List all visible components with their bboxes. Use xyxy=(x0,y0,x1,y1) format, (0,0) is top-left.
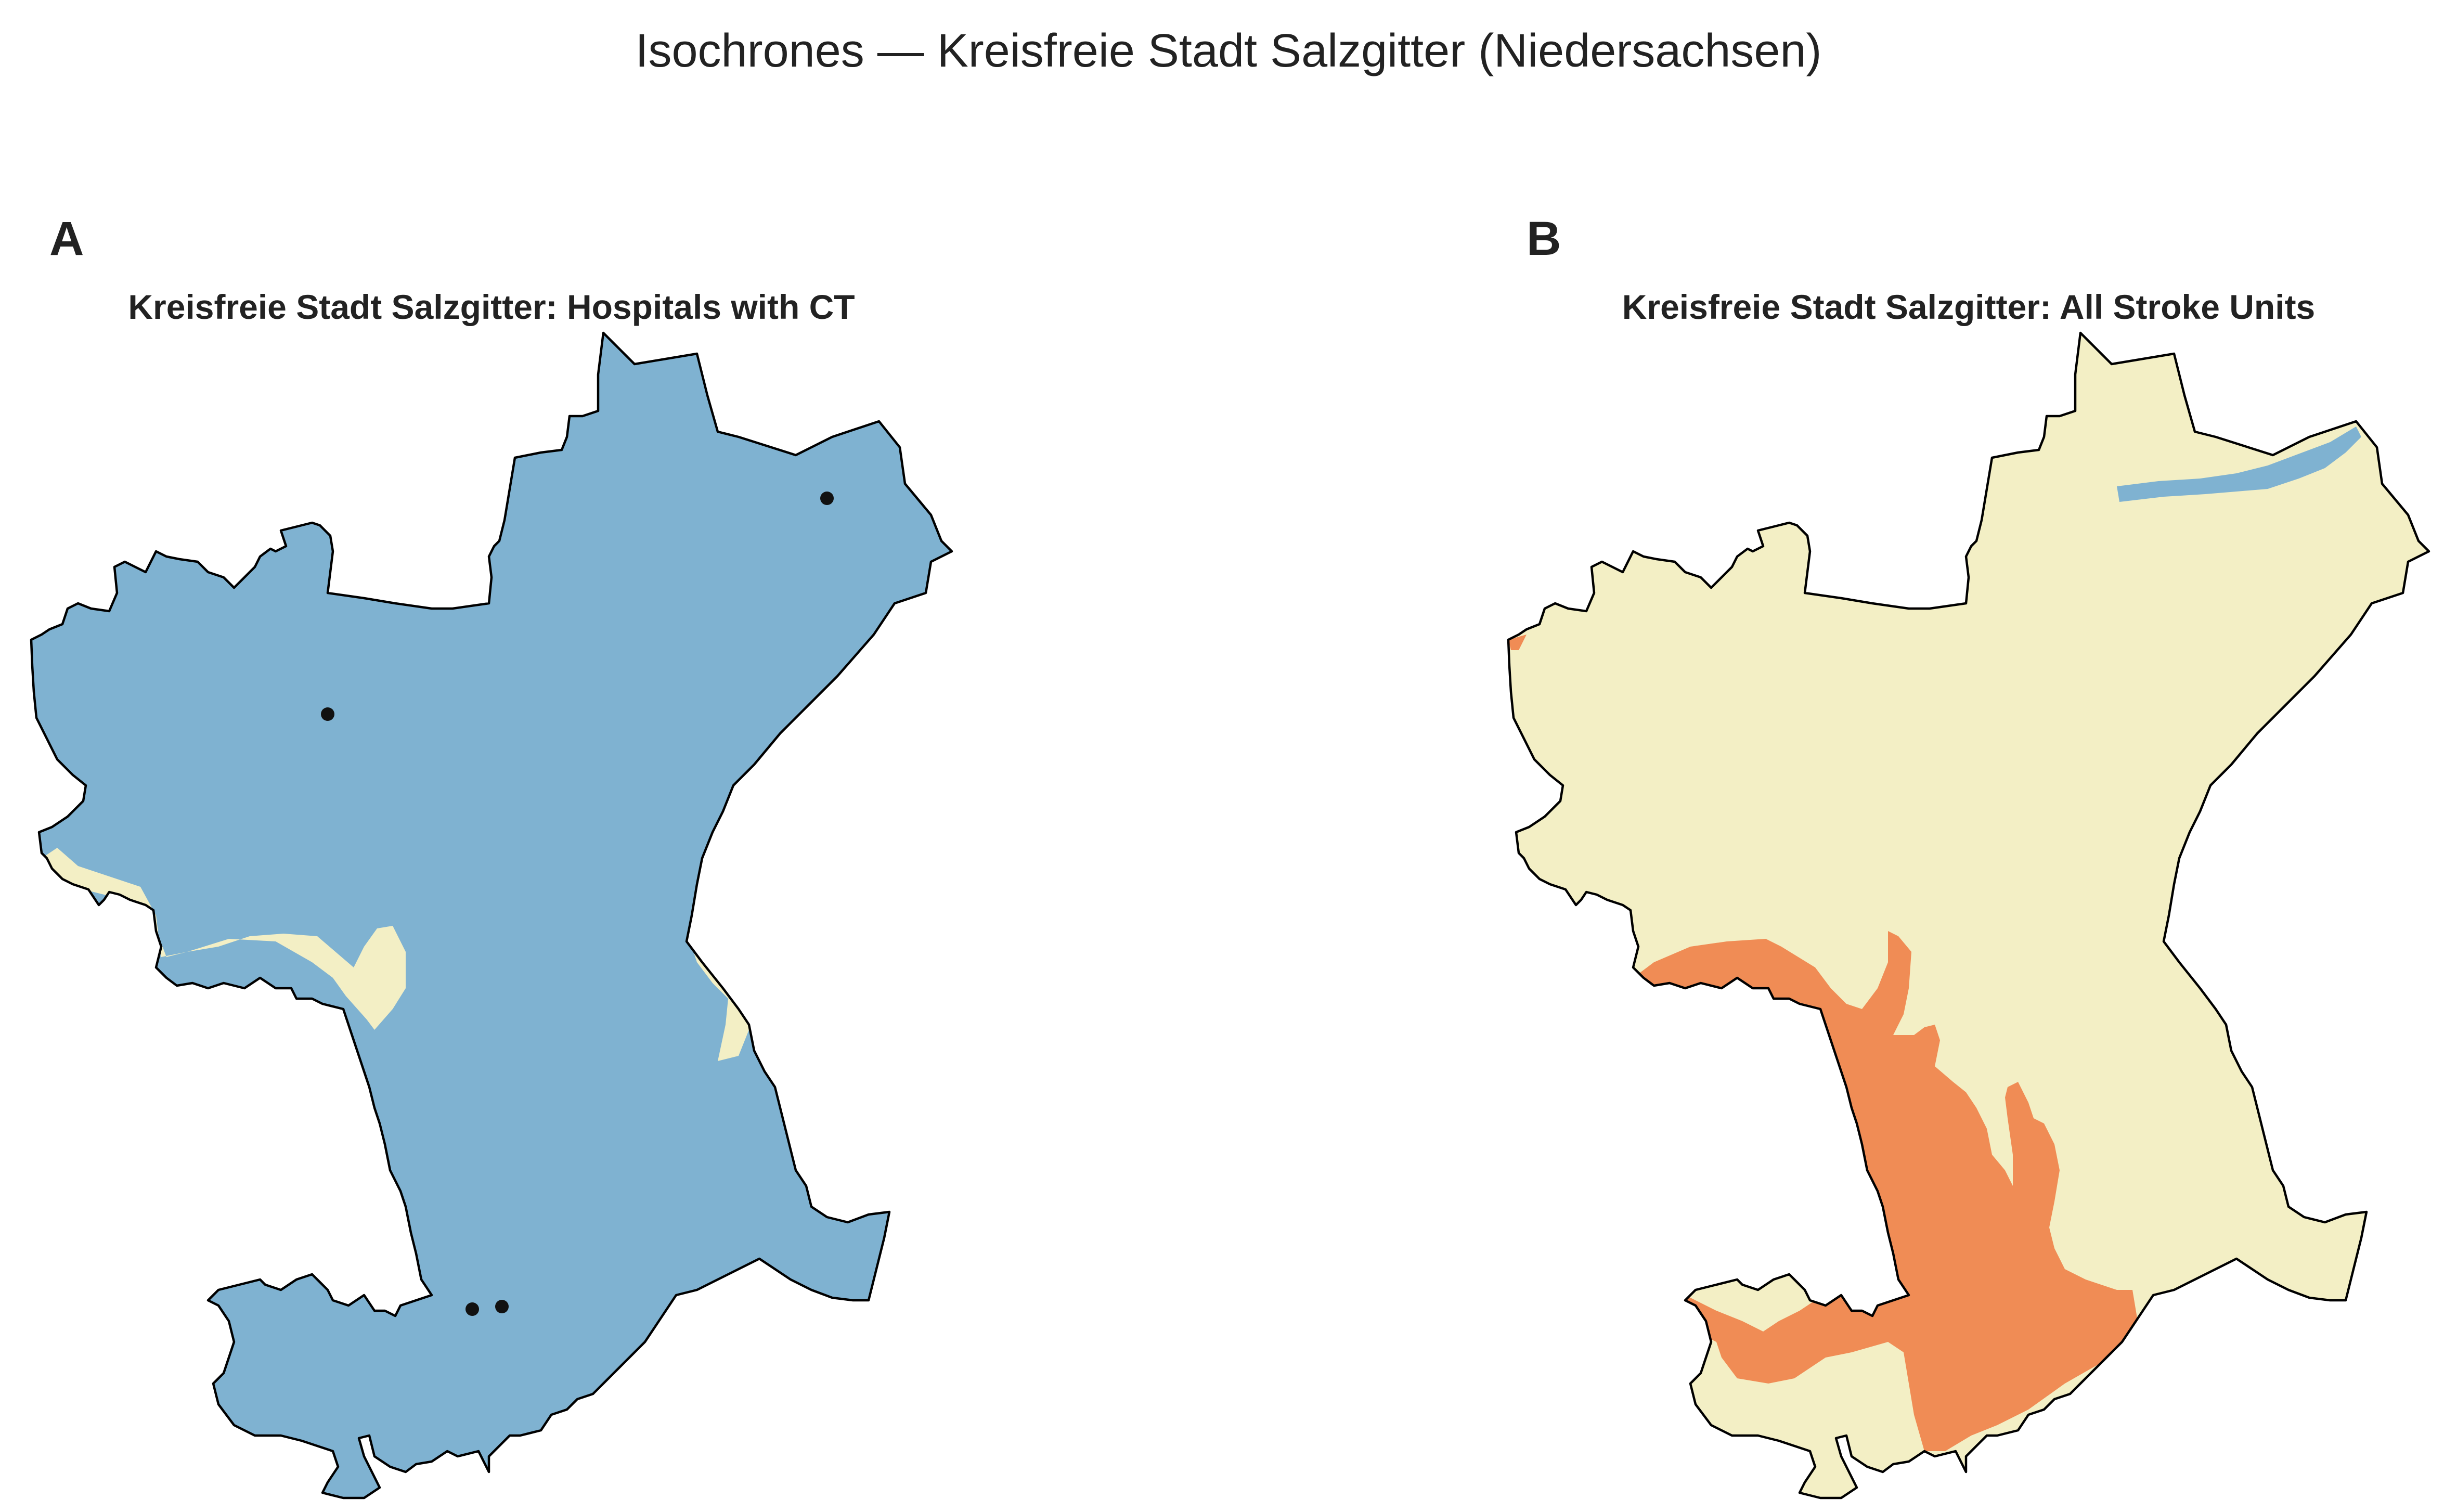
panel-a-hospital-markers xyxy=(321,492,834,1316)
panel-b-isochrone-zone-cream xyxy=(1508,333,2429,1498)
panel-b: B Kreisfreie Stadt Salzgitter: All Strok… xyxy=(1507,212,2457,1500)
panel-a-map xyxy=(30,331,953,1500)
panel-b-letter: B xyxy=(1527,212,1561,265)
hospital-marker xyxy=(321,707,334,721)
panel-a-zone-clip xyxy=(42,848,749,1061)
panel-a-isochrone-zone-blue xyxy=(31,333,952,1498)
panel-a: A Kreisfreie Stadt Salzgitter: Hospitals… xyxy=(30,212,953,1500)
panel-a-title: Kreisfreie Stadt Salzgitter: Hospitals w… xyxy=(128,288,855,326)
hospital-marker xyxy=(495,1300,509,1313)
panel-a-isochrone-zone-cream-east xyxy=(692,947,749,1061)
panel-b-isochrone-zone-blue xyxy=(2117,427,2361,502)
hospital-marker xyxy=(465,1302,479,1316)
panel-b-district-boundary xyxy=(1507,331,2430,1500)
panel-a-district-boundary xyxy=(30,331,953,1500)
panel-b-title: Kreisfreie Stadt Salzgitter: All Stroke … xyxy=(1622,288,2316,326)
hospital-marker xyxy=(820,492,834,505)
panel-a-isochrone-zone-cream-west xyxy=(42,848,406,1030)
panel-b-map xyxy=(1507,331,2457,1500)
panel-b-isochrone-zone-blue-east xyxy=(2434,564,2457,598)
panel-a-letter: A xyxy=(49,212,84,265)
figure-title: Isochrones — Kreisfreie Stadt Salzgitter… xyxy=(636,25,1822,77)
